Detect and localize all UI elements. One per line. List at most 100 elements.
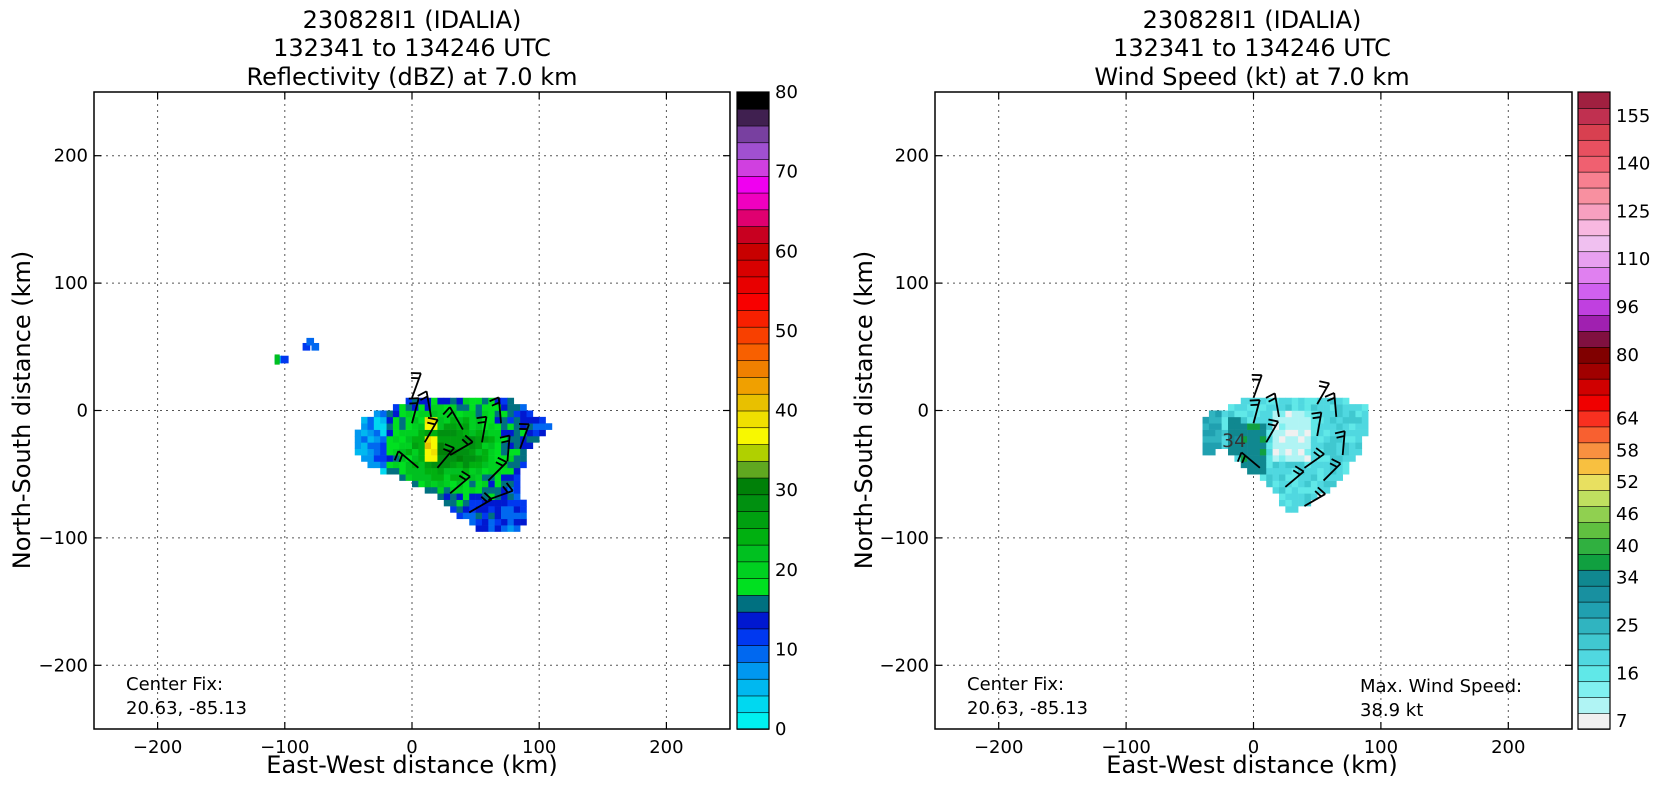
echo-cell — [437, 486, 445, 494]
wind-cell — [1329, 480, 1337, 488]
x-tick-label: −100 — [1101, 737, 1150, 758]
echo-cell — [405, 397, 413, 405]
reflectivity-panel: 230828I1 (IDALIA) 132341 to 134246 UTC R… — [8, 6, 798, 779]
echo-cell — [373, 442, 381, 450]
left-x-ticks: −200 −100 0 100 200 — [133, 92, 684, 758]
echo-cell — [380, 435, 387, 443]
echo-cell — [481, 467, 489, 475]
echo-cell — [526, 429, 534, 437]
echo-cell — [367, 416, 375, 424]
echo-cell — [274, 354, 280, 365]
colorbar-bin — [1577, 282, 1611, 300]
echo-cell — [481, 442, 489, 450]
echo-cell — [380, 455, 387, 462]
echo-cell — [354, 442, 362, 450]
echo-cell — [513, 410, 521, 418]
wind-barb-flag — [1329, 462, 1338, 468]
wind-barb-flag — [444, 443, 455, 449]
echo-cell — [399, 435, 406, 443]
colorbar-bin — [1577, 235, 1611, 253]
y-tick-label: −100 — [39, 528, 88, 549]
wind-cell — [1215, 423, 1222, 430]
echo-cell — [520, 455, 527, 462]
echo-cell — [450, 499, 457, 507]
echo-cell — [380, 448, 387, 456]
wind-cell — [1349, 429, 1356, 437]
wind-cell — [1240, 448, 1248, 456]
echo-cell — [456, 442, 464, 450]
echo-cell — [488, 512, 495, 520]
echo-cell — [424, 461, 432, 469]
echo-cell — [405, 404, 413, 411]
echo-cell — [507, 467, 515, 475]
colorbar-bin — [736, 343, 770, 362]
wind-cell — [1329, 429, 1337, 437]
wind-cell — [1253, 442, 1261, 450]
echo-cell — [462, 435, 470, 443]
wind-cell — [1349, 404, 1356, 411]
echo-cell — [488, 423, 495, 430]
wind-cell — [1234, 448, 1242, 456]
wind-cell — [1310, 474, 1318, 481]
wind-barb-flag — [501, 439, 510, 444]
wind-cell — [1285, 493, 1293, 500]
colorbar-bin — [1577, 473, 1611, 491]
wind-cell — [1208, 448, 1216, 456]
echo-cell — [481, 410, 489, 418]
wind-barb-flag — [1331, 458, 1341, 465]
wind-cell — [1329, 404, 1337, 411]
echo-cell — [501, 423, 508, 430]
right-x-axis-label: East-West distance (km) — [1106, 751, 1397, 779]
wind-cell — [1336, 423, 1343, 430]
wind-cell — [1317, 474, 1324, 481]
colorbar-bin — [736, 292, 770, 311]
wind-cell — [1285, 423, 1293, 430]
echo-cell — [450, 461, 457, 469]
colorbar-bin — [1577, 585, 1611, 603]
echo-cell — [450, 416, 457, 424]
colorbar-bin — [1577, 633, 1611, 651]
wind-cell — [1317, 423, 1324, 430]
wind-barb-flag — [464, 434, 474, 443]
colorbar-tick-label: 80 — [1616, 345, 1639, 366]
colorbar-bin — [1577, 553, 1611, 571]
echo-cell — [462, 486, 470, 494]
colorbar-bin — [736, 393, 770, 412]
wind-cell — [1266, 435, 1273, 443]
wind-cell — [1278, 410, 1286, 418]
wind-cell — [1253, 435, 1261, 443]
colorbar-bin — [1577, 346, 1611, 364]
wind-barb-flag — [398, 454, 404, 463]
colorbar-tick-label: 125 — [1616, 201, 1650, 222]
echo-cell — [501, 486, 508, 494]
echo-cell — [501, 404, 508, 411]
echo-cell — [443, 474, 451, 481]
wind-cell — [1228, 442, 1235, 450]
wind-barb-flag — [1318, 384, 1327, 389]
x-tick-label: 200 — [1491, 737, 1525, 758]
echo-cell — [367, 423, 375, 430]
wind-cell — [1278, 416, 1286, 424]
echo-cell — [494, 442, 502, 450]
echo-cell — [520, 499, 527, 507]
echo-cell — [494, 512, 502, 520]
colorbar-bin — [1577, 696, 1611, 714]
echo-cell — [488, 467, 495, 475]
echo-cell — [424, 410, 432, 418]
wind-cell — [1266, 461, 1273, 469]
echo-cell — [513, 429, 521, 437]
wind-cell — [1208, 435, 1216, 443]
wind-cell — [1247, 416, 1254, 424]
wind-cell — [1349, 442, 1356, 450]
echo-cell — [520, 442, 527, 450]
echo-cell — [399, 416, 406, 424]
wind-cell — [1323, 455, 1331, 462]
colorbar-bin — [736, 628, 770, 646]
wind-cell — [1310, 435, 1318, 443]
echo-cell — [507, 525, 515, 532]
wind-barb — [1303, 453, 1325, 469]
echo-cell — [507, 493, 515, 500]
wind-cell — [1215, 429, 1222, 437]
colorbar-tick-label: 155 — [1616, 106, 1650, 127]
wind-barb-flag — [461, 438, 469, 446]
